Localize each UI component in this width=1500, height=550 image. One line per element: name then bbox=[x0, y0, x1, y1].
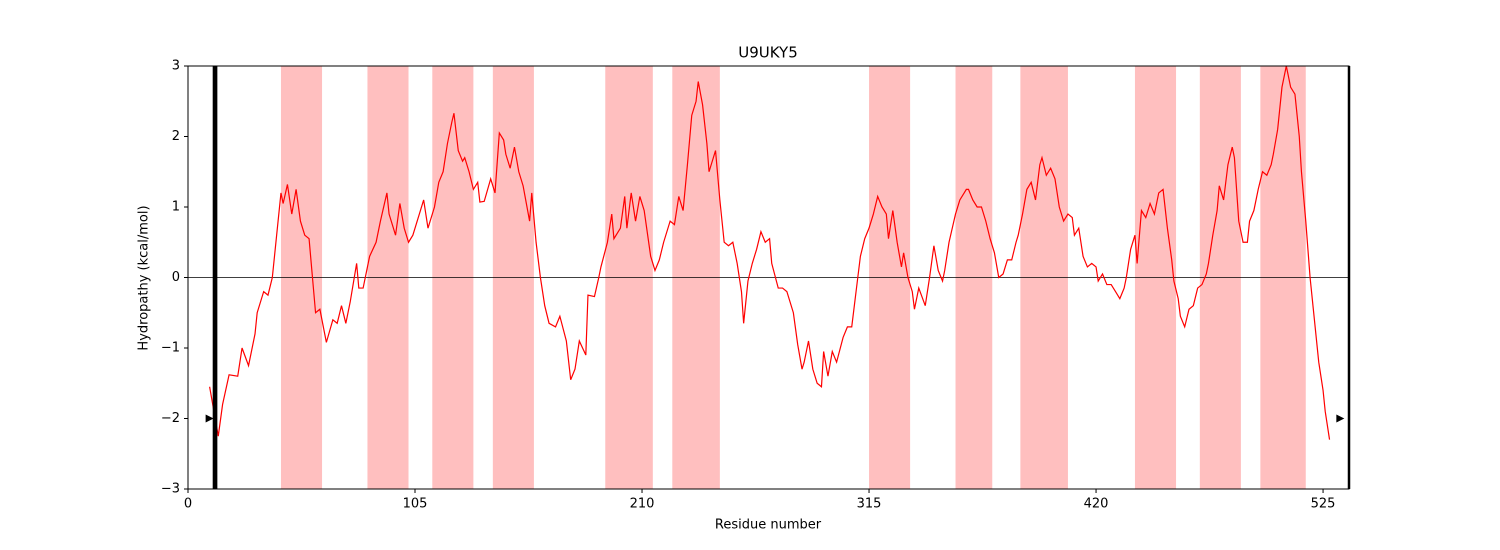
x-tick-label: 105 bbox=[403, 497, 428, 512]
x-axis-label: Residue number bbox=[715, 518, 822, 533]
y-tick-label: 1 bbox=[172, 200, 180, 215]
y-tick-label: 3 bbox=[172, 59, 180, 74]
y-tick-label: 2 bbox=[172, 129, 180, 144]
y-tick-label: −1 bbox=[161, 341, 180, 356]
y-tick-label: −2 bbox=[161, 411, 180, 426]
marker bbox=[205, 414, 214, 423]
chart-title: U9UKY5 bbox=[738, 44, 798, 62]
y-tick-label: 0 bbox=[172, 270, 180, 285]
x-tick-label: 315 bbox=[857, 497, 882, 512]
marker bbox=[1336, 414, 1345, 423]
y-axis-label: Hydropathy (kcal/mol) bbox=[137, 205, 152, 350]
x-tick-label: 420 bbox=[1084, 497, 1109, 512]
hydropathy-line bbox=[209, 65, 1331, 440]
y-tick-label: −3 bbox=[161, 482, 180, 497]
x-tick-label: 0 bbox=[184, 497, 192, 512]
x-tick-label: 210 bbox=[630, 497, 655, 512]
x-tick-label: 525 bbox=[1311, 497, 1336, 512]
